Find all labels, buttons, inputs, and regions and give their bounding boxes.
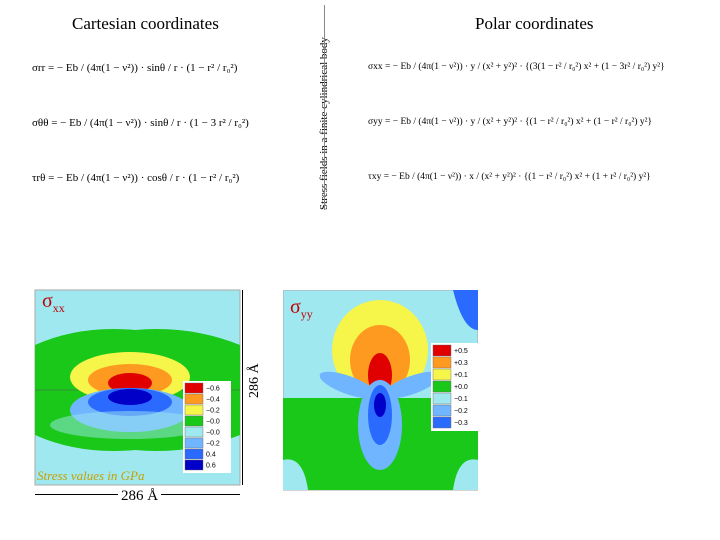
equation: σrr = − Eb / (4π(1 − ν²)) · sinθ / r · (… xyxy=(32,62,238,74)
legend-swatch xyxy=(432,392,452,405)
legend-label: +0.1 xyxy=(454,372,468,379)
legend-label: −0.0 xyxy=(206,418,220,425)
legend-label: −0.2 xyxy=(454,408,468,415)
legend-label: −0.1 xyxy=(454,396,468,403)
legend-label: −0.2 xyxy=(206,407,220,414)
legend-swatch xyxy=(184,415,204,427)
legend-swatch xyxy=(432,368,452,381)
left-heading: Cartesian coordinates xyxy=(72,14,219,33)
dimension-vertical: 286 Å xyxy=(247,363,262,398)
legend-swatch xyxy=(184,459,204,471)
equation: τrθ = − Eb / (4π(1 − ν²)) · cosθ / r · (… xyxy=(32,172,240,184)
equation: σθθ = − Eb / (4π(1 − ν²)) · sinθ / r · (… xyxy=(32,117,249,129)
divider xyxy=(324,5,325,210)
legend-swatch xyxy=(432,344,452,357)
equation: σxx = − Eb / (4π(1 − ν²)) · y / (x² + y²… xyxy=(368,62,665,72)
legend-swatch xyxy=(184,448,204,460)
dimension-horizontal: 286 Å xyxy=(118,488,162,505)
equation: τxy = − Eb / (4π(1 − ν²)) · x / (x² + y²… xyxy=(368,172,651,182)
subscript: xx xyxy=(52,301,65,315)
dimension-line xyxy=(242,290,243,485)
legend: −0.6 −0.4 −0.2 −0.0 −0.0 −0.2 0.4 0.6 xyxy=(183,381,231,473)
legend-swatch xyxy=(432,404,452,417)
legend-swatch xyxy=(432,416,452,429)
legend-label: −0.3 xyxy=(454,420,468,427)
legend-swatch xyxy=(184,437,204,449)
legend-label: +0.3 xyxy=(454,360,468,367)
subscript: yy xyxy=(300,307,313,321)
legend-label: −0.4 xyxy=(206,396,220,403)
equation: σyy = − Eb / (4π(1 − ν²)) · y / (x² + y²… xyxy=(368,117,653,127)
right-heading: Polar coordinates xyxy=(475,14,594,33)
legend-label: +0.0 xyxy=(454,384,468,391)
legend-label: 0.6 xyxy=(206,462,216,469)
legend-swatch xyxy=(184,393,204,405)
legend-label: −0.2 xyxy=(206,440,220,447)
legend-label: +0.5 xyxy=(454,348,468,355)
legend-swatch xyxy=(184,382,204,394)
legend-label: 0.4 xyxy=(206,451,216,458)
sigma: σ xyxy=(42,290,53,312)
contour-plot-yy: +0.5 +0.3 +0.1 +0.0 −0.1 −0.2 −0.3 xyxy=(283,290,478,491)
legend-swatch xyxy=(184,404,204,416)
note: Stress values in GPa xyxy=(37,468,145,483)
sigma: σ xyxy=(290,296,301,318)
contour-plot-xx: −0.6 −0.4 −0.2 −0.0 −0.0 −0.2 0.4 0.6 xyxy=(34,289,241,486)
legend-swatch xyxy=(432,356,452,369)
legend-label: −0.6 xyxy=(206,385,220,392)
legend: +0.5 +0.3 +0.1 +0.0 −0.1 −0.2 −0.3 xyxy=(431,343,478,431)
legend-swatch xyxy=(432,380,452,393)
legend-swatch xyxy=(184,426,204,438)
plot-label: σyy xyxy=(290,296,313,322)
legend-label: −0.0 xyxy=(206,429,220,436)
plot-label: σxx xyxy=(42,290,65,316)
